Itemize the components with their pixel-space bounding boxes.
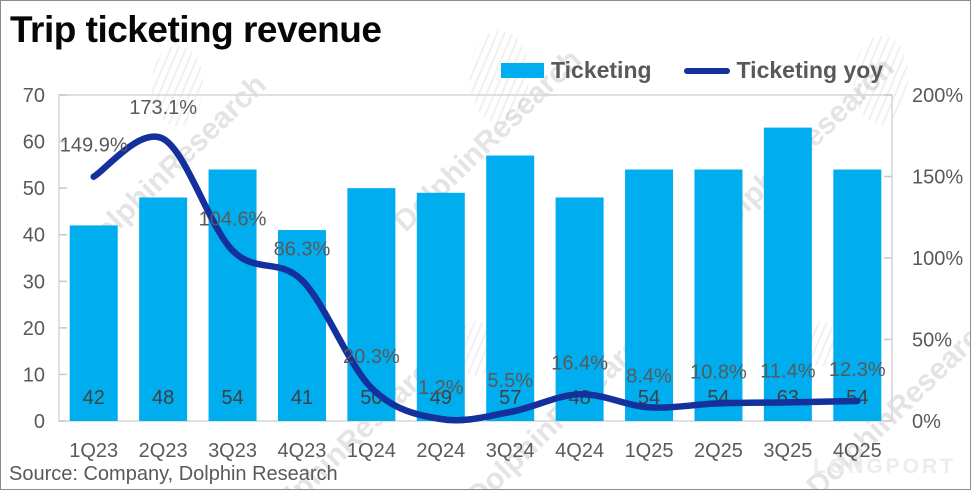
x-axis-label: 2Q23 [139,440,188,462]
bar-1Q24 [347,188,396,421]
right-axis-tick-label: 0% [912,411,941,433]
x-axis-label: 1Q24 [347,440,396,462]
bar-value-label: 57 [499,387,521,409]
bar-value-label: 42 [83,387,105,409]
left-axis-tick-label: 0 [34,411,45,433]
left-axis-tick-label: 70 [23,85,45,107]
bar-value-label: 41 [291,387,313,409]
legend-label-ticketing-yoy: Ticketing yoy [736,57,884,83]
x-axis-label: 3Q25 [763,440,812,462]
chart-title: Trip ticketing revenue [10,9,382,50]
bar-4Q25 [833,169,882,421]
yoy-value-label: 149.9% [60,135,128,157]
bar-value-label: 48 [152,387,174,409]
yoy-line [90,133,861,424]
yoy-value-label: 173.1% [129,97,197,119]
x-axis-label: 1Q23 [69,440,118,462]
bar-2Q23 [139,197,188,421]
left-axis-tick-label: 60 [23,132,45,154]
bar-4Q23 [277,230,326,421]
yoy-value-label: 20.3% [343,346,400,368]
bar-1Q25 [625,169,674,421]
x-axis-label: 4Q25 [833,440,882,462]
bar-2Q25 [694,169,743,421]
bar-4Q24 [555,197,604,421]
x-axis-label: 4Q23 [277,440,326,462]
yoy-value-label: 5.5% [487,370,533,392]
bar-3Q23 [208,169,257,421]
ticketing-bar-swatch-icon [501,63,544,78]
x-axis-label: 1Q25 [625,440,674,462]
bar-2Q24 [416,192,465,421]
left-axis-tick-label: 20 [23,318,45,340]
source-note: Source: Company, Dolphin Research [9,463,338,485]
yoy-value-label: 16.4% [551,352,608,374]
bar-value-label: 54 [221,387,243,409]
x-axis-label: 3Q23 [208,440,257,462]
left-axis-tick-label: 40 [23,225,45,247]
yoy-value-label: 86.3% [274,238,331,260]
yoy-value-label: 10.8% [690,361,747,383]
legend-item-ticketing-yoy: Ticketing yoy [683,57,884,84]
left-axis-tick-label: 50 [23,178,45,200]
x-axis-label: 3Q24 [486,440,535,462]
bar-value-label: 49 [430,387,452,409]
right-axis-tick-label: 150% [912,167,963,189]
bar-1Q23 [69,225,118,421]
bar-3Q24 [486,155,535,422]
yoy-value-label: 12.3% [829,359,886,381]
x-axis-label: 4Q24 [555,440,604,462]
right-axis-tick-label: 50% [912,330,952,352]
bar-3Q25 [763,127,812,421]
chart-legend: Ticketing Ticketing yoy [501,57,883,84]
legend-label-ticketing: Ticketing [551,57,652,83]
yoy-value-label: 11.4% [760,360,815,382]
right-axis-tick-label: 100% [912,248,963,270]
right-axis-tick-label: 200% [912,85,963,107]
yoy-value-label: 8.4% [626,365,672,387]
legend-item-ticketing: Ticketing [501,57,652,84]
yoy-value-label: 1.2% [418,377,464,399]
left-axis-tick-label: 30 [23,271,45,293]
x-axis-label: 2Q24 [416,440,465,462]
ticketing-yoy-line-swatch-icon [683,67,730,74]
x-axis-label: 2Q25 [694,440,743,462]
yoy-value-label: 104.6% [199,209,267,231]
left-axis-tick-label: 10 [23,364,45,386]
